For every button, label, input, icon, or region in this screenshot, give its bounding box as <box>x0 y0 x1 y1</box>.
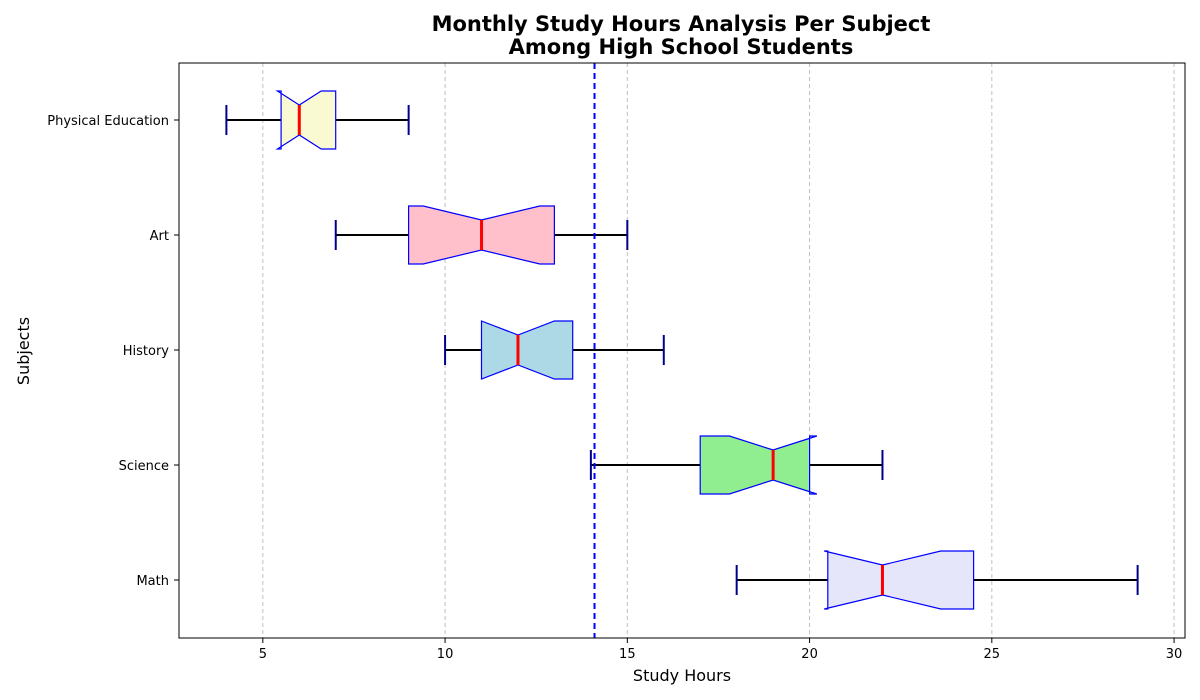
box-body-4 <box>275 90 337 150</box>
box-4 <box>225 90 410 150</box>
x-tick-label-1: 10 <box>437 647 454 662</box>
chart-title-line-2: Among High School Students <box>509 35 854 59</box>
box-series <box>225 90 1139 610</box>
y-tick-label-0: Math <box>136 574 169 589</box>
x-gridlines <box>262 63 1175 638</box>
x-tick-label-0: 5 <box>259 647 267 662</box>
y-tick-label-1: Science <box>119 459 169 474</box>
y-tick-label-2: History <box>123 344 170 359</box>
box-body-1 <box>699 435 818 495</box>
y-tick-label-3: Art <box>150 229 169 244</box>
x-tick-label-3: 20 <box>801 647 818 662</box>
box-body-0 <box>824 550 975 610</box>
x-axis-ticks: 5 10 15 20 25 30 <box>259 638 1183 662</box>
box-body-2 <box>480 320 574 380</box>
y-axis-ticks: Math Science History Art Physical Education <box>47 114 179 589</box>
x-tick-label-5: 30 <box>1166 647 1183 662</box>
box-1 <box>589 435 884 495</box>
x-tick-label-2: 15 <box>619 647 636 662</box>
y-axis-label: Subjects <box>14 317 33 385</box>
box-0 <box>735 550 1139 610</box>
y-tick-label-4: Physical Education <box>47 114 169 129</box>
x-tick-label-4: 25 <box>984 647 1001 662</box>
box-2 <box>444 320 665 380</box>
chart-title-line-1: Monthly Study Hours Analysis Per Subject <box>432 12 931 36</box>
box-3 <box>334 205 629 265</box>
x-axis-label: Study Hours <box>633 666 731 685</box>
